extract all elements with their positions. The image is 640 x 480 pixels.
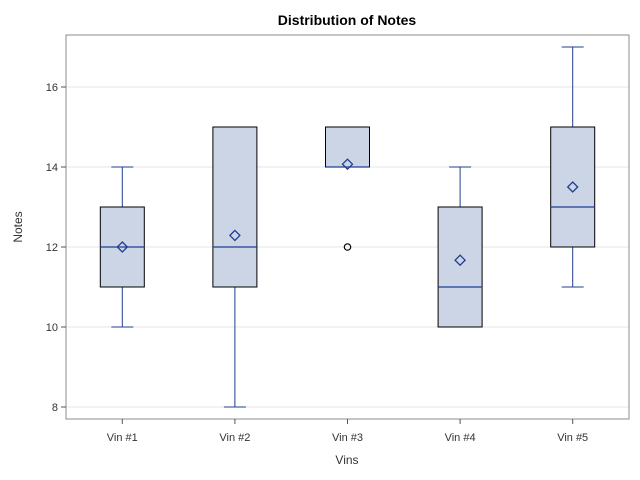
x-axis: Vin #1 Vin #2 Vin #3 Vin #4 Vin #5 (107, 419, 588, 444)
x-tick-label-4: Vin #4 (445, 432, 476, 444)
box-3 (325, 126, 370, 251)
mean-marker (341, 158, 354, 171)
box-4 (437, 166, 483, 328)
y-axis-label: Notes (11, 211, 25, 242)
mean-marker (228, 229, 241, 242)
mean-marker (566, 181, 579, 193)
chart-title: Distribution of Notes (278, 12, 417, 28)
outlier-point (343, 243, 352, 251)
y-tick-label-10: 10 (46, 322, 58, 334)
y-tick-label-14: 14 (46, 162, 58, 174)
y-tick-label-8: 8 (52, 402, 58, 414)
y-axis: 8 10 12 14 16 (46, 82, 66, 414)
box-body (325, 126, 370, 168)
boxes (99, 46, 596, 408)
x-tick-label-5: Vin #5 (557, 432, 588, 444)
x-tick-label-2: Vin #2 (219, 432, 250, 444)
x-tick-label-1: Vin #1 (107, 432, 138, 444)
box-5 (550, 46, 596, 288)
x-axis-label: Vins (335, 453, 358, 467)
gridlines (66, 86, 629, 408)
box-1 (99, 166, 145, 328)
y-tick-label-16: 16 (46, 82, 58, 94)
box-body (212, 126, 258, 288)
mean-marker (454, 254, 467, 267)
y-tick-label-12: 12 (46, 242, 58, 254)
box-2 (212, 126, 258, 408)
mean-marker (116, 241, 129, 253)
box-body (437, 206, 483, 328)
x-tick-label-3: Vin #3 (332, 432, 363, 444)
box-body (550, 126, 596, 248)
